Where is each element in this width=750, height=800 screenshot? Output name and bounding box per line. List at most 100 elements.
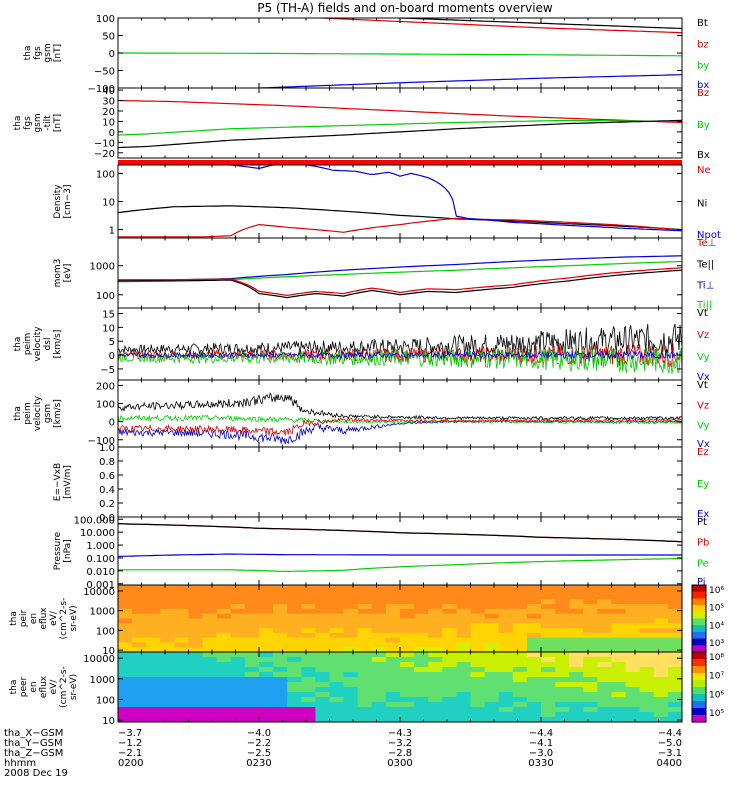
colorbar-segment: [692, 708, 706, 716]
y-axis-label-line: gsm: [43, 404, 53, 423]
colorbar-segment: [692, 591, 706, 599]
y-axis-label-line: [km/s]: [53, 330, 63, 359]
colorbar: [691, 651, 707, 723]
colorbar-segment: [692, 652, 706, 660]
y-tick-label: 100: [96, 291, 115, 302]
legend-entry: Bz: [697, 88, 709, 99]
y-axis-label-line: tha: [9, 680, 19, 695]
y-tick-label: 0: [109, 418, 115, 429]
y-axis-label-line: [nPa]: [63, 539, 73, 562]
y-tick-label: 1000: [90, 262, 115, 273]
y-axis-label-line: E=−VxB: [53, 463, 63, 501]
legend-entry: Vx: [697, 372, 710, 383]
colorbar-tick-label: 10³: [709, 639, 724, 649]
colorbar-tick-label: 10⁷: [709, 672, 724, 682]
y-tick-label: 0.0: [99, 513, 115, 524]
series-line-Vt: [118, 392, 682, 421]
legend-entry: Te⊥: [696, 238, 716, 249]
colorbar-segment: [692, 701, 706, 709]
y-tick-label: 15: [102, 310, 115, 321]
colorbar-segment: [692, 618, 706, 626]
xaxis-row-label: tha_X−GSM: [4, 728, 63, 739]
series-line-Ni: [118, 205, 682, 231]
panel-p8: 100.000 10.000 1.000 0.100 0.010 0.001 Pressur…: [53, 515, 709, 590]
xaxis-tick-value: −3.7: [118, 728, 142, 739]
panel-p3: 100 10 1 Density [cm−3] Ne Ni Npot: [53, 164, 721, 241]
y-axis-label-line: tha: [23, 46, 33, 61]
spectrogram: [118, 652, 682, 722]
y-axis-label-line: [eV]: [63, 264, 73, 283]
y-tick-label: 0.6: [99, 471, 115, 482]
y-tick-label: 100.000: [74, 515, 115, 526]
y-tick-label: 5: [109, 337, 115, 348]
legend-entry: Npot: [697, 230, 721, 241]
xaxis-tick-value: −3.0: [529, 748, 553, 759]
colorbar-segment: [692, 585, 706, 593]
xaxis-row-label: hhmm: [4, 758, 36, 769]
colorbar-segment: [692, 625, 706, 633]
colorbar-tick-label: 10⁵: [709, 709, 724, 719]
series-line-Vz: [118, 417, 682, 436]
y-axis-label-line: eV/: [49, 610, 59, 626]
y-tick-label: 0.4: [99, 485, 115, 496]
y-tick-label: 10000: [83, 654, 115, 665]
series-line-by: [118, 52, 682, 57]
y-tick-label: 1000: [90, 675, 115, 686]
panel-p4: 1000 100 mom3 [eV] Te⊥ Te|| Ti⊥ Ti||: [53, 237, 716, 311]
panel-p1: 100 50 0 −50 −100 tha fgs gsm [nT] Bt bz by bx: [23, 14, 709, 95]
legend-entry: bx: [697, 80, 709, 91]
xaxis-tick-value: −1.2: [118, 738, 142, 749]
legend-entry: Ez: [697, 447, 709, 458]
legend-entry: By: [697, 120, 710, 131]
colorbar-segment: [692, 673, 706, 681]
y-tick-label: 10: [102, 716, 115, 727]
plot-frame: [117, 237, 683, 309]
y-tick-label: 100: [96, 400, 115, 411]
y-axis-label-line: tha: [9, 611, 19, 626]
y-tick-label: 0.100: [86, 554, 115, 565]
xaxis-tick-value: −2.5: [247, 748, 271, 759]
series-line-Vx: [118, 420, 682, 445]
y-tick-label: 0.2: [99, 499, 115, 510]
y-tick-label: −5: [100, 365, 115, 376]
y-axis-label-line: (cm^2-s-: [59, 598, 69, 640]
y-axis-label: tha peir en eflux eV/(cm^2-s-sr-eV): [9, 598, 79, 640]
y-axis-label-line: -tilt: [43, 115, 53, 131]
xaxis-tick-value: 0330: [528, 758, 553, 769]
y-axis-label-line: gsm: [43, 43, 53, 62]
y-tick-label: 100: [96, 169, 115, 180]
y-axis-label: Density [cm−3]: [53, 184, 73, 219]
y-axis-label-line: mom3: [53, 259, 63, 288]
legend-entry: Pt: [697, 517, 707, 528]
y-tick-label: 10: [102, 198, 115, 209]
series-line-Vx: [118, 349, 682, 360]
y-tick-label: 0.8: [99, 457, 115, 468]
xaxis-tick-value: −4.1: [529, 738, 553, 749]
y-axis-label-line: peim: [23, 333, 33, 356]
y-tick-label: 50: [102, 32, 115, 43]
y-axis-label: tha peim velocity gsm [km/s]: [13, 395, 63, 431]
y-tick-label: 0: [109, 351, 115, 362]
colorbar-segment: [692, 605, 706, 613]
y-tick-label: 10: [102, 117, 115, 128]
colorbar-segment: [692, 645, 706, 653]
y-axis-label-line: eflux: [39, 607, 49, 630]
y-axis-label: tha peer en eflux eV/(cm^2-s-sr-eV): [9, 666, 79, 708]
colorbar-tick-label: 10⁵: [709, 604, 724, 614]
y-axis-label: E=−VxB [mV/m]: [53, 463, 73, 501]
y-axis-label-line: (cm^2-s-: [59, 666, 69, 708]
colorbar-tick-label: 10⁶: [709, 690, 724, 700]
legend-entry: Ti||: [696, 300, 712, 311]
y-axis-label-line: gsm: [33, 113, 43, 132]
y-axis-label: tha fgs gsm -tilt [nT]: [13, 113, 63, 132]
y-tick-label: 1: [109, 226, 115, 237]
y-tick-label: 100: [96, 626, 115, 637]
y-tick-label: 0: [109, 49, 115, 60]
y-tick-label: 1.0: [99, 443, 115, 454]
y-axis-label-line: peir: [19, 609, 29, 627]
spectrogram: [118, 585, 682, 652]
y-tick-label: 10000: [83, 587, 115, 598]
y-tick-label: 100: [96, 14, 115, 25]
colorbar-segment: [692, 631, 706, 640]
